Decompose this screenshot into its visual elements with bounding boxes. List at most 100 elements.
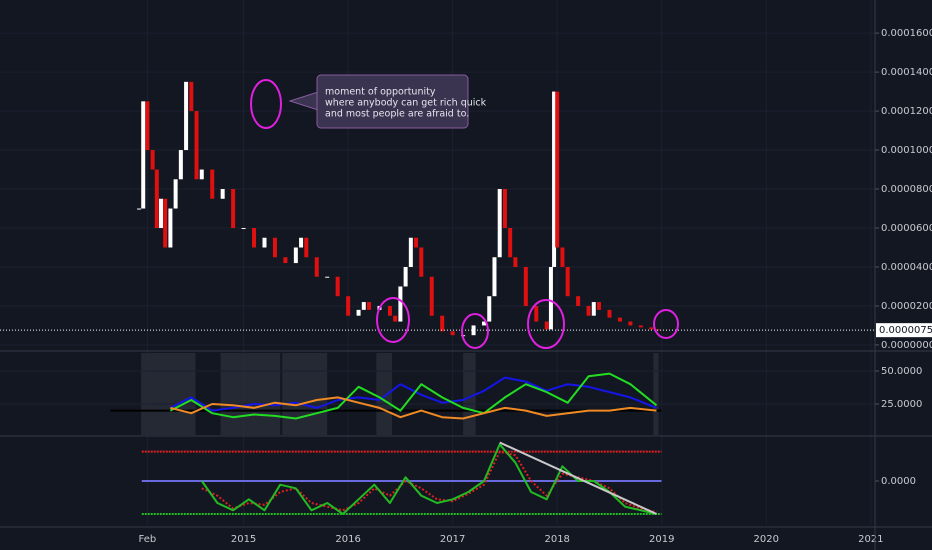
shaded-range [653,353,659,435]
x-tick-label: 2018 [544,534,569,545]
candle [158,198,163,229]
candle [346,296,351,316]
candle [487,296,492,322]
highlight-circle [461,313,489,349]
y-tick-label: 25.0000 [881,399,922,410]
candle [141,101,146,209]
candle [367,302,372,310]
candle [408,237,413,267]
candle [628,321,633,326]
candle [548,266,553,330]
candle [137,208,142,210]
candle [145,101,150,151]
x-tick-label: Feb [139,534,157,545]
candle [471,325,476,336]
candle [252,228,257,248]
y-tick-label: 0.0000 [881,476,916,487]
candle [356,309,361,316]
candle [555,91,560,248]
callout-text: moment of opportunity [325,87,436,98]
candle [565,266,570,297]
indicator-line [169,372,658,420]
y-tick-label: 50.0000 [881,366,922,377]
candle [638,325,643,328]
candle [450,331,455,336]
x-tick-label: 2021 [858,534,883,545]
callout-text: where anybody can get rich quick [325,98,487,109]
candle [508,228,513,258]
candle [189,81,194,112]
candle [576,296,581,306]
callout [316,74,469,129]
shaded-range [463,353,476,435]
candle [534,305,539,322]
highlight-circle [250,79,282,129]
candle [194,111,199,180]
candle [492,257,497,297]
candle [283,257,288,264]
candle [299,237,304,248]
candle [293,247,298,264]
candle [304,237,309,258]
candle [387,305,392,316]
candle [513,257,518,267]
candle [163,198,168,248]
highlight-circle [376,297,410,343]
candle [220,189,225,199]
candle [523,266,528,306]
shaded-range [282,353,328,435]
candle [262,237,267,248]
indicator-line [169,376,657,412]
trend-line [499,441,657,515]
x-tick-label: 2016 [335,534,360,545]
candle [325,276,330,278]
highlight-circle [527,299,565,349]
candle [544,321,549,330]
candle [482,321,487,326]
candle [173,179,178,209]
candle [154,169,159,229]
candle [361,302,366,310]
candle [178,150,183,180]
candle [335,276,340,297]
candle [150,150,155,170]
candle [560,247,565,267]
candle [241,228,246,230]
candle [210,169,215,199]
indicator-line [170,396,657,420]
candle [168,208,173,248]
candle [440,315,445,332]
last-price-label: 0.00000758 [879,325,932,336]
last-price-box [876,323,932,338]
shaded-range [141,353,196,435]
indicator-line [201,450,657,514]
callout-text: and most people are afraid to. [325,109,469,120]
candle [649,327,654,330]
candle [403,266,408,287]
highlight-circle [653,309,679,339]
candle [586,305,591,316]
candle [393,315,398,322]
candle [314,257,319,277]
candle [398,286,403,322]
candle [502,189,507,229]
candle [607,309,612,318]
candle [272,237,277,258]
candle [231,189,236,229]
candle [414,237,419,248]
x-tick-label: 2020 [754,534,779,545]
x-tick-label: 2017 [440,534,465,545]
candle [591,302,596,316]
candle [184,81,189,151]
candle [597,302,602,310]
candle [419,247,424,277]
